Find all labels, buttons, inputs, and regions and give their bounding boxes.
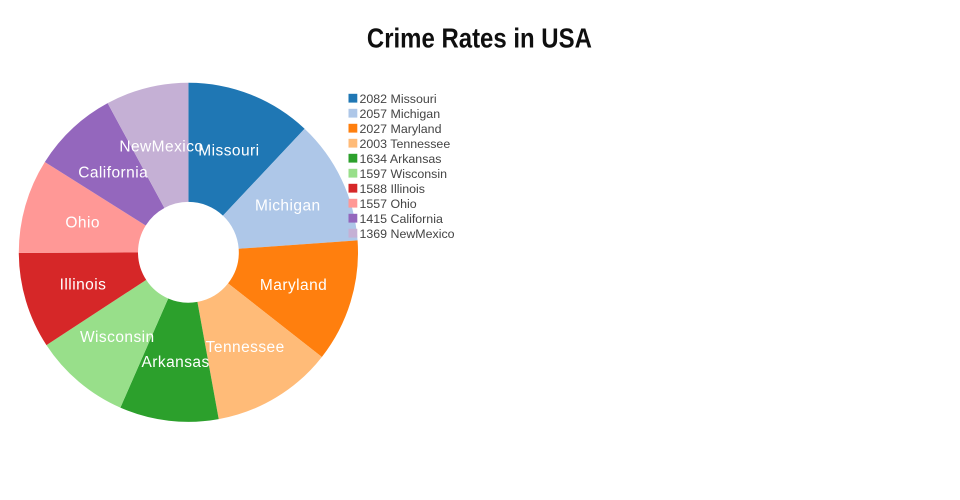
svg-text:2027 Maryland: 2027 Maryland bbox=[360, 122, 442, 136]
svg-text:1597 Wisconsin: 1597 Wisconsin bbox=[360, 167, 448, 181]
svg-text:Ohio: Ohio bbox=[65, 215, 100, 232]
svg-text:Maryland: Maryland bbox=[260, 277, 327, 294]
svg-text:NewMexico: NewMexico bbox=[119, 138, 203, 155]
svg-text:1634 Arkansas: 1634 Arkansas bbox=[360, 152, 442, 166]
svg-text:Wisconsin: Wisconsin bbox=[80, 329, 155, 346]
svg-text:1557 Ohio: 1557 Ohio bbox=[360, 197, 417, 211]
svg-text:2057 Michigan: 2057 Michigan bbox=[360, 107, 441, 121]
svg-text:Arkansas: Arkansas bbox=[141, 354, 209, 371]
svg-text:Missouri: Missouri bbox=[198, 143, 259, 160]
svg-text:Crime Rates in USA: Crime Rates in USA bbox=[367, 23, 592, 54]
svg-text:1588 Illinois: 1588 Illinois bbox=[360, 182, 425, 196]
svg-text:2082 Missouri: 2082 Missouri bbox=[360, 92, 437, 106]
svg-text:Tennessee: Tennessee bbox=[206, 339, 285, 356]
svg-text:Illinois: Illinois bbox=[60, 277, 107, 294]
svg-text:Michigan: Michigan bbox=[255, 198, 321, 215]
svg-text:1369 NewMexico: 1369 NewMexico bbox=[360, 227, 455, 241]
svg-text:1415 California: 1415 California bbox=[360, 212, 443, 226]
svg-text:2003 Tennessee: 2003 Tennessee bbox=[360, 137, 451, 151]
svg-text:California: California bbox=[78, 165, 148, 182]
